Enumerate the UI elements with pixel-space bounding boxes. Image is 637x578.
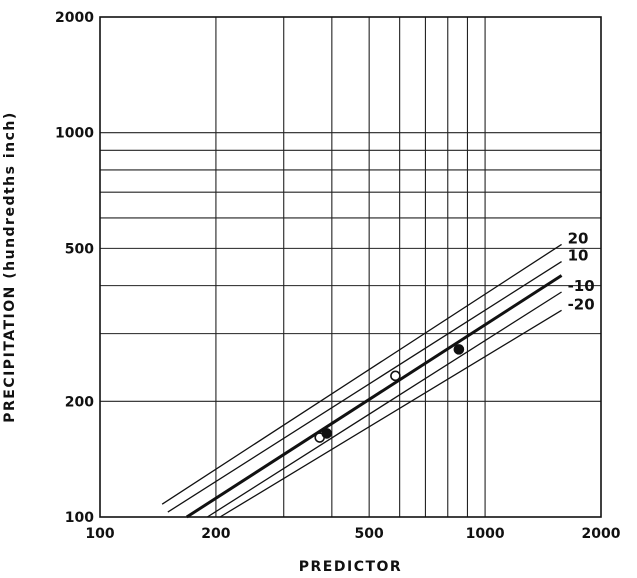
x-tick-label: 1000 (466, 526, 505, 542)
line-label: 10 (568, 247, 589, 265)
error-band-line (167, 261, 562, 513)
y-tick-label: 100 (65, 510, 94, 526)
y-tick-label: 2000 (55, 10, 94, 26)
open-data-point (390, 370, 401, 382)
x-tick-label: 100 (85, 526, 114, 542)
line-label: -10 (568, 277, 595, 295)
error-band-line (219, 309, 562, 518)
y-tick-labels: 100 200 500 1000 2000 (55, 10, 94, 526)
x-tick-labels: 100 200 500 1000 2000 (85, 526, 620, 542)
line-label: -20 (568, 295, 595, 313)
error-band-line (161, 243, 562, 505)
regression-line (185, 274, 563, 519)
y-axis-label: PRECIPITATION (hundredths inch) (2, 111, 18, 423)
filled-data-point (453, 344, 465, 355)
x-tick-label: 2000 (582, 526, 621, 542)
reference-lines (161, 243, 563, 519)
filled-data-point (321, 428, 333, 439)
x-tick-label: 500 (355, 526, 384, 542)
y-tick-label: 200 (65, 394, 94, 410)
y-tick-label: 1000 (55, 126, 94, 142)
y-tick-label: 500 (65, 241, 94, 257)
data-points (314, 344, 465, 443)
error-band-line (206, 291, 562, 518)
x-axis-label: PREDICTOR (299, 559, 402, 575)
x-tick-label: 200 (201, 526, 230, 542)
plot-frame (99, 16, 602, 518)
grid (100, 17, 601, 517)
line-label: 20 (568, 229, 589, 247)
